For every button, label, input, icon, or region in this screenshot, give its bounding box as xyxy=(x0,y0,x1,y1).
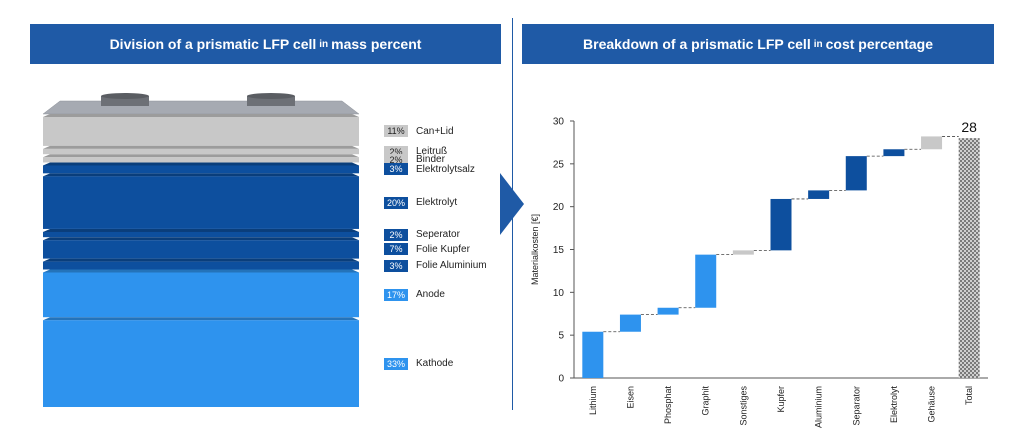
legend-percent: 11% xyxy=(384,125,408,138)
y-tick-label: 5 xyxy=(558,331,564,342)
x-tick-label: Aluminium xyxy=(814,386,824,428)
legend-label: Elektrolytsalz xyxy=(416,163,475,175)
bar-aluminium xyxy=(808,190,830,199)
total-value-label: 28 xyxy=(961,119,977,135)
legend-item: 2% Binder xyxy=(384,153,445,167)
x-tick-label: Elektrolyt xyxy=(889,386,899,424)
right-title-pre: Breakdown of a prismatic LFP cell xyxy=(583,36,811,52)
layer-4 xyxy=(43,165,359,174)
legend-item: 7% Folie Kupfer xyxy=(384,242,470,256)
legend-percent: 2% xyxy=(384,228,408,241)
terminal-1-top xyxy=(101,93,149,99)
layer-8 xyxy=(43,261,359,270)
layer-1 xyxy=(43,117,359,146)
layer-edge-5 xyxy=(43,173,359,177)
layer-6 xyxy=(43,231,359,238)
left-chart-title: Division of a prismatic LFP cell in mass p… xyxy=(30,24,501,64)
lid-top xyxy=(42,100,360,115)
legend-item: 20% Elektrolyt xyxy=(384,196,457,210)
legend-label: Anode xyxy=(416,289,445,301)
layer-2 xyxy=(43,148,359,155)
y-tick-label: 20 xyxy=(553,202,565,213)
bar-lithium xyxy=(582,331,604,378)
legend-label: Folie Aluminium xyxy=(416,260,487,272)
x-tick-label: Total xyxy=(964,386,974,405)
right-title-small: in xyxy=(813,38,823,50)
x-tick-label: Eisen xyxy=(625,386,635,409)
bar-gehäuse xyxy=(921,136,943,150)
y-tick-label: 25 xyxy=(553,159,565,170)
legend-percent: 3% xyxy=(384,163,408,176)
legend-label: Can+Lid xyxy=(416,125,454,137)
x-tick-label: Kupfer xyxy=(776,386,786,413)
layer-3 xyxy=(43,157,359,163)
y-tick-label: 15 xyxy=(553,245,565,256)
bar-total xyxy=(958,138,980,378)
legend-label: Seperator xyxy=(416,229,460,241)
bar-kupfer xyxy=(770,198,792,251)
cell-stack-diagram xyxy=(42,93,360,407)
terminal-2 xyxy=(247,96,295,106)
legend-percent: 3% xyxy=(384,259,408,272)
legend-item: 33% Kathode xyxy=(384,357,453,371)
y-axis-label: Materialkosten [€] xyxy=(530,214,540,285)
legend-percent: 20% xyxy=(384,196,408,209)
legend-label: Binder xyxy=(416,154,445,166)
legend-label: Kathode xyxy=(416,358,454,370)
left-title-small: in xyxy=(319,38,329,50)
bar-phosphat xyxy=(657,307,679,315)
legend-label: Folie Kupfer xyxy=(416,243,470,255)
bar-eisen xyxy=(619,314,641,332)
layer-5 xyxy=(43,176,359,229)
right-chart-title: Breakdown of a prismatic LFP cell in cost … xyxy=(522,24,994,64)
terminal-2-top xyxy=(247,93,295,99)
layer-edge-2 xyxy=(43,145,359,149)
legend-label: Leitruß xyxy=(416,146,448,158)
layer-edge-3 xyxy=(43,154,359,158)
legend-item: 3% Folie Aluminium xyxy=(384,259,487,273)
x-tick-label: Separator xyxy=(851,386,861,426)
waterfall-chart: 0 5 10 15 20 25 30 Materialkosten [€] Lithium Eis… xyxy=(530,117,988,428)
legend-percent: 2% xyxy=(384,153,408,166)
bar-sonstiges xyxy=(732,250,754,255)
bar-graphit xyxy=(695,254,717,308)
right-title-post: cost percentage xyxy=(825,36,933,52)
terminal-1 xyxy=(101,96,149,106)
legend-item: 17% Anode xyxy=(384,288,445,302)
layer-edge-1 xyxy=(43,114,359,117)
y-tick-label: 0 xyxy=(558,374,564,385)
y-tick-label: 30 xyxy=(553,117,565,128)
layer-9 xyxy=(43,272,359,318)
layer-7 xyxy=(43,240,359,259)
layer-10 xyxy=(43,320,359,407)
legend-percent: 17% xyxy=(384,288,408,301)
x-tick-label: Lithium xyxy=(588,386,598,415)
layer-edge-6 xyxy=(43,228,359,232)
legend-percent: 7% xyxy=(384,243,408,256)
bar-separator xyxy=(845,156,867,191)
y-tick-label: 10 xyxy=(553,288,565,299)
left-title-post: mass percent xyxy=(331,36,422,52)
legend-label: Elektrolyt xyxy=(416,197,458,209)
left-title-pre: Division of a prismatic LFP cell xyxy=(109,36,317,52)
x-tick-label: Phosphat xyxy=(663,386,673,425)
arrow-icon xyxy=(500,173,524,235)
layer-edge-10 xyxy=(43,317,359,321)
x-tick-label: Sonstiges xyxy=(738,386,748,426)
x-tick-label: Graphit xyxy=(701,386,711,416)
layer-edge-4 xyxy=(43,162,359,166)
layer-edge-8 xyxy=(43,258,359,262)
legend-item: 3% Elektrolytsalz xyxy=(384,162,475,176)
layer-edge-7 xyxy=(43,237,359,241)
x-tick-label: Gehäuse xyxy=(927,386,937,423)
legend-item: 11% Can+Lid xyxy=(384,124,454,138)
bar-elektrolyt xyxy=(883,149,905,157)
legend-item: 2% Seperator xyxy=(384,228,460,242)
legend-percent: 33% xyxy=(384,357,408,370)
layer-edge-9 xyxy=(43,269,359,273)
